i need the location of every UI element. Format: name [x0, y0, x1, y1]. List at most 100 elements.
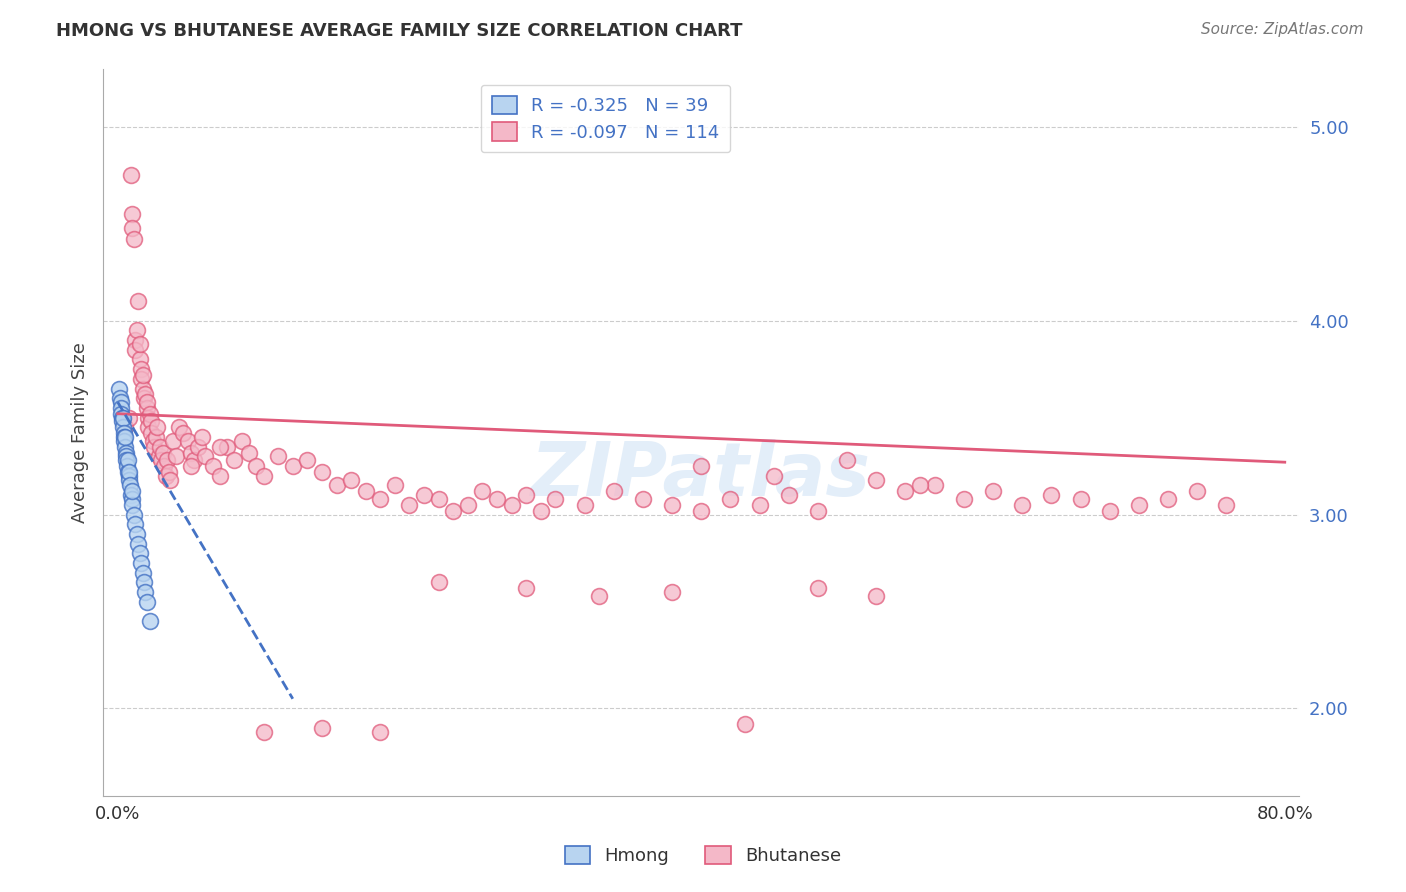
Point	[191, 430, 214, 444]
Point	[778, 488, 800, 502]
Point	[139, 614, 162, 628]
Point	[139, 407, 162, 421]
Point	[153, 459, 176, 474]
Point	[238, 445, 260, 459]
Point	[156, 453, 179, 467]
Point	[115, 450, 138, 464]
Text: HMONG VS BHUTANESE AVERAGE FAMILY SIZE CORRELATION CHART: HMONG VS BHUTANESE AVERAGE FAMILY SIZE C…	[56, 22, 742, 40]
Point	[515, 581, 537, 595]
Point	[149, 440, 172, 454]
Point	[501, 498, 523, 512]
Point	[131, 382, 153, 396]
Point	[763, 468, 786, 483]
Point	[117, 453, 139, 467]
Point	[131, 566, 153, 580]
Point	[143, 440, 166, 454]
Point	[267, 450, 290, 464]
Point	[807, 581, 830, 595]
Point	[865, 473, 887, 487]
Text: Source: ZipAtlas.com: Source: ZipAtlas.com	[1201, 22, 1364, 37]
Point	[162, 434, 184, 448]
Legend: Hmong, Bhutanese: Hmong, Bhutanese	[555, 837, 851, 874]
Point	[132, 391, 155, 405]
Point	[141, 426, 163, 441]
Point	[118, 473, 141, 487]
Point	[515, 488, 537, 502]
Point	[384, 478, 406, 492]
Point	[121, 484, 143, 499]
Point	[129, 362, 152, 376]
Point	[114, 440, 136, 454]
Point	[165, 450, 187, 464]
Point	[325, 478, 347, 492]
Point	[114, 445, 136, 459]
Point	[138, 410, 160, 425]
Point	[297, 453, 319, 467]
Point	[924, 478, 946, 492]
Point	[115, 453, 138, 467]
Point	[201, 459, 224, 474]
Point	[471, 484, 494, 499]
Point	[111, 410, 134, 425]
Point	[602, 484, 624, 499]
Point	[183, 453, 205, 467]
Y-axis label: Average Family Size: Average Family Size	[72, 342, 89, 523]
Point	[155, 468, 177, 483]
Point	[1215, 498, 1237, 512]
Point	[224, 453, 246, 467]
Point	[146, 420, 169, 434]
Point	[427, 491, 450, 506]
Point	[141, 415, 163, 429]
Point	[112, 430, 135, 444]
Point	[252, 724, 274, 739]
Point	[128, 546, 150, 560]
Point	[837, 453, 859, 467]
Point	[530, 504, 553, 518]
Point	[413, 488, 436, 502]
Point	[953, 491, 976, 506]
Point	[398, 498, 420, 512]
Point	[588, 589, 610, 603]
Point	[108, 391, 131, 405]
Point	[120, 488, 142, 502]
Point	[111, 420, 134, 434]
Point	[108, 382, 131, 396]
Point	[457, 498, 479, 512]
Point	[114, 420, 136, 434]
Point	[718, 491, 741, 506]
Text: ZIPatlas: ZIPatlas	[531, 439, 872, 512]
Point	[281, 459, 304, 474]
Point	[120, 168, 142, 182]
Point	[135, 395, 157, 409]
Point	[111, 415, 134, 429]
Point	[177, 434, 200, 448]
Point	[118, 410, 141, 425]
Point	[127, 536, 149, 550]
Point	[125, 527, 148, 541]
Point	[110, 407, 132, 421]
Point	[427, 575, 450, 590]
Point	[231, 434, 253, 448]
Point	[245, 459, 267, 474]
Point	[121, 498, 143, 512]
Point	[114, 430, 136, 444]
Point	[125, 323, 148, 337]
Point	[1011, 498, 1033, 512]
Legend: R = -0.325   N = 39, R = -0.097   N = 114: R = -0.325 N = 39, R = -0.097 N = 114	[481, 85, 730, 153]
Point	[544, 491, 567, 506]
Point	[865, 589, 887, 603]
Point	[127, 294, 149, 309]
Point	[152, 445, 174, 459]
Point	[172, 426, 194, 441]
Point	[194, 450, 217, 464]
Point	[167, 420, 190, 434]
Point	[122, 232, 145, 246]
Point	[157, 465, 180, 479]
Point	[148, 450, 170, 464]
Point	[110, 395, 132, 409]
Point	[690, 504, 713, 518]
Point	[121, 491, 143, 506]
Point	[252, 468, 274, 483]
Point	[135, 595, 157, 609]
Point	[734, 717, 756, 731]
